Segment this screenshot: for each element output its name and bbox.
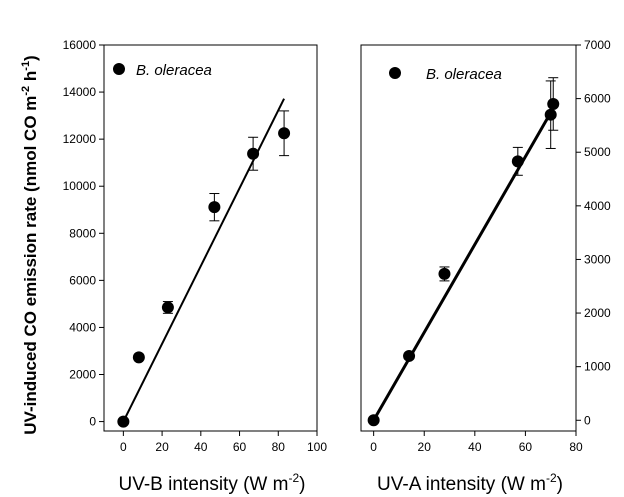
data-point-uvb [247,147,260,160]
y-tick-label-uvb: 12000 [63,132,97,146]
panel-uvb: 0 20 40 60 80 100 0 2000 4000 6000 8000 10000 12000 1… [63,38,328,495]
panel-uvb-frame [103,44,318,432]
x-axis-title-uva-sup: -2 [546,471,557,485]
x-tick-label-uva: 0 [370,440,377,454]
panel-uvb-errorbars [162,110,290,314]
regression-line-uva [372,107,555,422]
x-tick-label-uva: 40 [468,440,482,454]
regression-line-uvb [122,98,285,423]
y-tick-label-uva: 2000 [584,306,611,320]
y-tick-label-uvb: 14000 [63,85,97,99]
data-point-uvb [117,415,130,428]
panel-uva-points [367,97,560,427]
x-axis-title-uvb-text: UV-B intensity (W m [119,474,289,495]
panel-uva-frame [360,44,577,432]
panel-uvb-ticks: 0 20 40 60 80 100 0 2000 4000 6000 8000 10000 12000 1… [63,38,328,454]
y-tick-label-uvb: 4000 [69,320,96,334]
y-tick-label-uvb: 8000 [69,226,96,240]
legend-marker-uva [389,67,401,79]
panel-uvb-points [117,127,291,428]
data-point-uva [544,108,557,121]
x-tick-label-uva: 80 [569,440,583,454]
y-tick-label-uva: 1000 [584,360,611,374]
y-tick-label-uva: 3000 [584,252,611,266]
x-tick-label-uvb: 0 [120,440,127,454]
x-tick-label-uvb: 20 [155,440,169,454]
x-axis-title-uvb: UV-B intensity (W m-2) [119,471,306,495]
y-tick-label-uva: 0 [584,413,591,427]
y-tick-label-uva: 6000 [584,92,611,106]
y-tick-label-uvb: 16000 [63,38,97,52]
data-point-uva [438,267,451,280]
y-axis-title-suffix: ) [21,55,40,61]
x-axis-title-uva: UV-A intensity (W m-2) [377,471,563,495]
x-axis-title-uva-close: ) [557,474,563,495]
y-axis-title-sup2: -1 [20,61,32,71]
x-tick-label-uvb: 40 [194,440,208,454]
y-axis-title-sup1: -2 [20,86,32,96]
x-axis-title-uvb-sup: -2 [288,471,299,485]
y-axis-title-mid: h [21,71,40,86]
y-axis-title-prefix: UV-induced CO emission rate (nmol CO m [21,96,40,435]
y-tick-label-uva: 7000 [584,38,611,52]
legend-label-uvb: B. oleracea [136,62,212,79]
x-tick-label-uva: 60 [519,440,533,454]
legend-marker-uvb [113,63,125,75]
data-point-uvb [132,351,145,364]
y-tick-label-uvb: 6000 [69,273,96,287]
data-point-uva [367,414,380,427]
y-tick-label-uvb: 0 [89,415,96,429]
x-axis-title-uva-text: UV-A intensity (W m [377,474,546,495]
y-tick-label-uva: 4000 [584,199,611,213]
y-tick-label-uva: 5000 [584,145,611,159]
x-axis-title-uvb-close: ) [299,474,305,495]
data-point-uvb [208,201,221,214]
y-tick-label-uvb: 2000 [69,368,96,382]
y-axis-title: UV-induced CO emission rate (nmol CO m-2… [20,55,40,434]
data-point-uva [511,155,524,168]
panel-uva-errorbars [439,77,559,282]
panel-uvb-fit [122,98,285,423]
data-point-uva [403,349,416,362]
legend-label-uva: B. oleracea [426,66,502,83]
x-tick-label-uvb: 80 [272,440,286,454]
panel-uva-fit [372,107,555,422]
data-point-uvb [161,301,174,314]
data-point-uvb [278,127,291,140]
x-tick-label-uvb: 100 [307,440,327,454]
data-point-uva [547,97,560,110]
y-tick-label-uvb: 10000 [63,179,97,193]
x-tick-label-uva: 20 [418,440,432,454]
x-tick-label-uvb: 60 [233,440,247,454]
